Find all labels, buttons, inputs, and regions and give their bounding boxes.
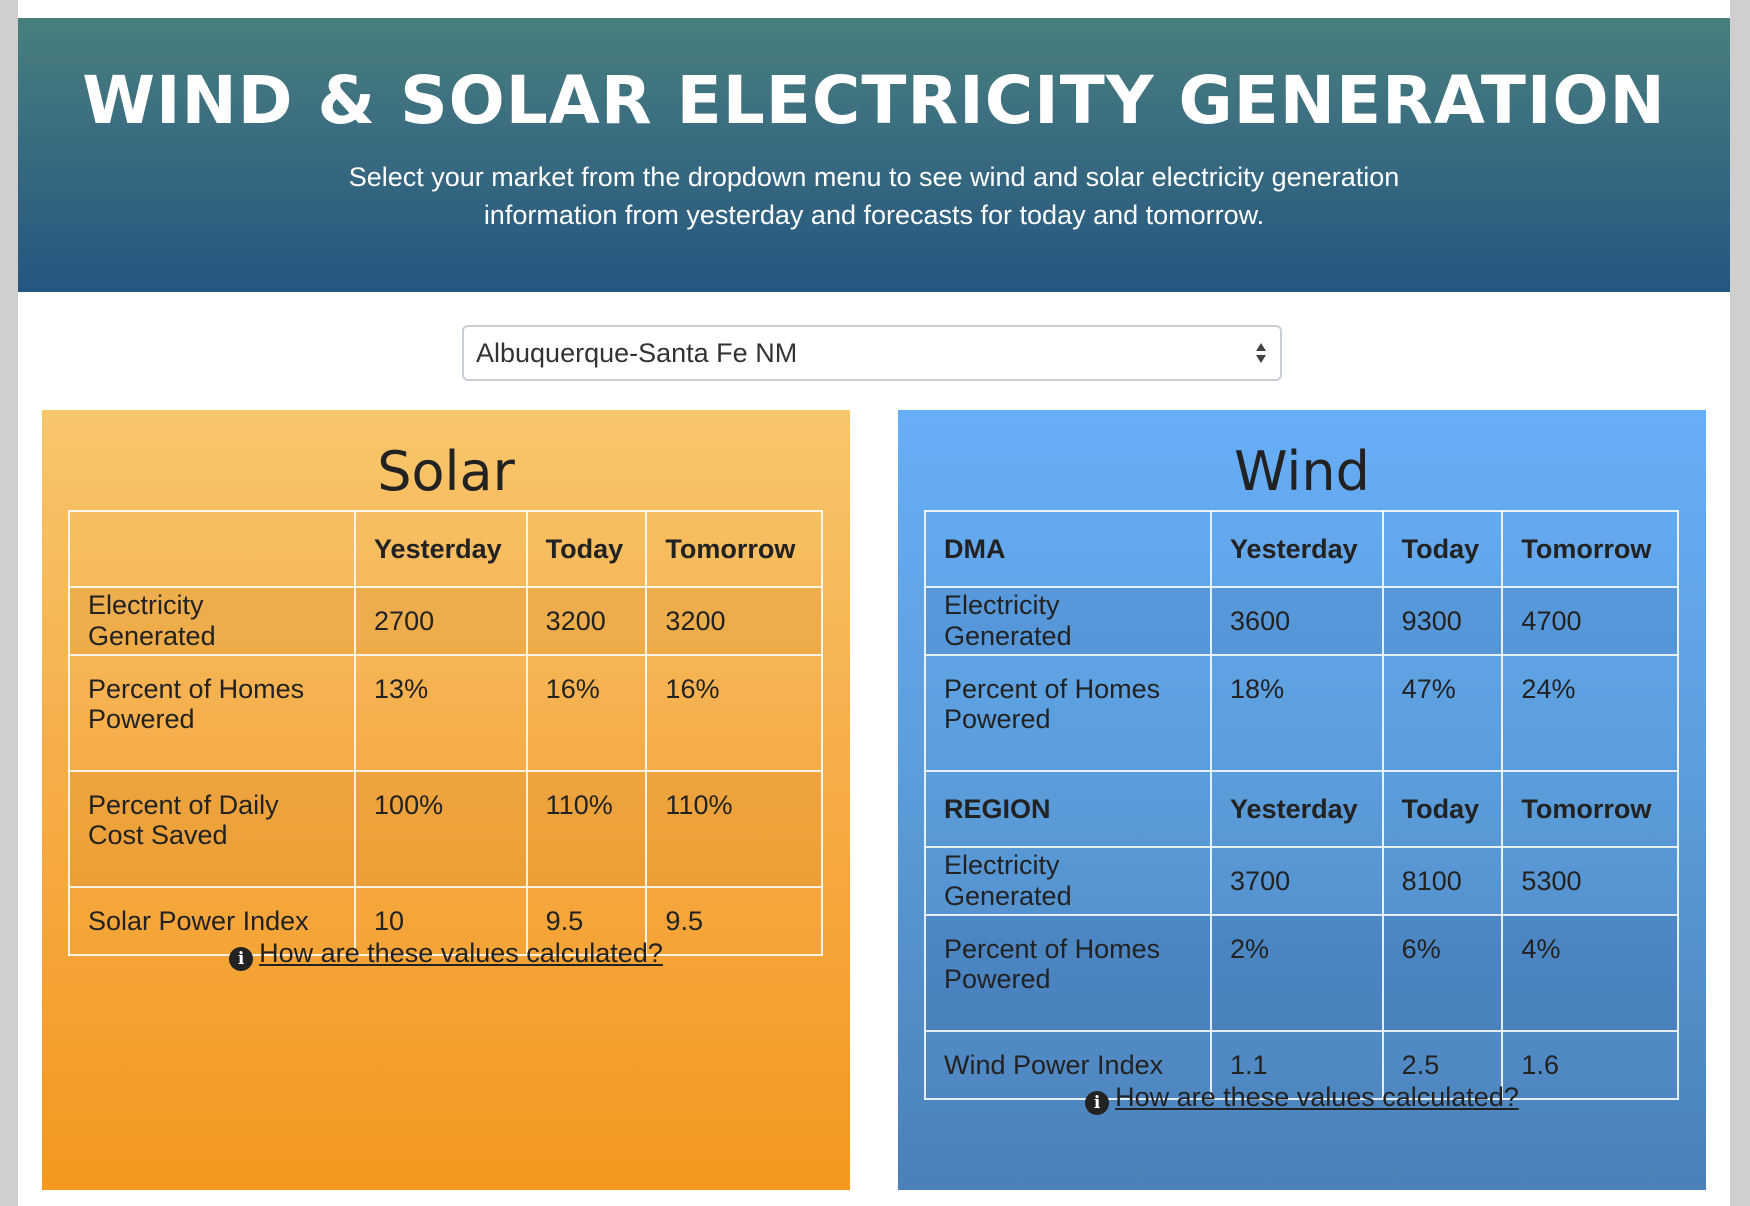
table-row: Percent of Homes Powered 13% 16% 16% <box>67 654 823 772</box>
wind-calc-link-text[interactable]: How are these values calculated? <box>1115 1082 1519 1112</box>
cell-yesterday: 1.1 <box>1210 1030 1384 1100</box>
cell-tomorrow: 110% <box>645 770 823 888</box>
cell-tomorrow: 4700 <box>1501 586 1679 656</box>
solar-table: Yesterday Today Tomorrow Electricity Gen… <box>67 510 823 956</box>
solar-title: Solar <box>377 440 515 503</box>
wind-panel: Wind DMA Yesterday Today Tomorrow Electr… <box>898 410 1706 1190</box>
cell-yesterday: 3700 <box>1210 846 1384 916</box>
cell-yesterday: 2700 <box>354 586 528 656</box>
cell-today: 47% <box>1381 654 1504 772</box>
row-label: Wind Power Index <box>923 1030 1213 1100</box>
cell-today: 110% <box>525 770 648 888</box>
solar-header-label <box>67 510 357 588</box>
dropdown-arrows-icon <box>1256 343 1266 363</box>
row-label: Solar Power Index <box>67 886 357 956</box>
row-label: Percent of Homes Powered <box>923 914 1213 1032</box>
cell-today: 3200 <box>525 586 648 656</box>
table-row: Solar Power Index 10 9.5 9.5 <box>67 886 823 956</box>
table-row: Percent of Homes Powered 18% 47% 24% <box>923 654 1679 772</box>
top-strip <box>18 0 1730 18</box>
cell-yesterday: 18% <box>1210 654 1384 772</box>
cell-today: 9300 <box>1381 586 1504 656</box>
cell-today: 9.5 <box>525 886 648 956</box>
hero-banner: WIND & SOLAR ELECTRICITY GENERATION Sele… <box>18 18 1730 292</box>
wind-title: Wind <box>1234 440 1370 503</box>
page: WIND & SOLAR ELECTRICITY GENERATION Sele… <box>18 0 1730 1206</box>
cell-today: 2.5 <box>1381 1030 1504 1100</box>
row-label: Percent of Homes Powered <box>923 654 1213 772</box>
page-title: WIND & SOLAR ELECTRICITY GENERATION <box>82 62 1666 139</box>
cell-yesterday: 3600 <box>1210 586 1384 656</box>
solar-calc-link[interactable]: i How are these values calculated? <box>42 938 850 971</box>
wind-header-yesterday: Yesterday <box>1210 510 1384 588</box>
table-row: Electricity Generated 3600 9300 4700 <box>923 586 1679 656</box>
solar-header-today: Today <box>525 510 648 588</box>
cell-tomorrow: 3200 <box>645 586 823 656</box>
wind-table: DMA Yesterday Today Tomorrow Electricity… <box>923 510 1679 1100</box>
cell-today: 6% <box>1381 914 1504 1032</box>
solar-calc-link-text[interactable]: How are these values calculated? <box>259 938 663 968</box>
cell-tomorrow: 16% <box>645 654 823 772</box>
subtitle-line-2: information from yesterday and forecasts… <box>483 200 1265 230</box>
table-row: Electricity Generated 3700 8100 5300 <box>923 846 1679 916</box>
solar-header-tomorrow: Tomorrow <box>645 510 823 588</box>
wind-dma-header-row: DMA Yesterday Today Tomorrow <box>923 510 1679 588</box>
table-row: Percent of Homes Powered 2% 6% 4% <box>923 914 1679 1032</box>
info-icon: i <box>1085 1091 1110 1115</box>
wind-region-header-row: REGION Yesterday Today Tomorrow <box>923 770 1679 848</box>
cell-today: 8100 <box>1381 846 1504 916</box>
wind-header-today: Today <box>1381 770 1504 848</box>
wind-header-today: Today <box>1381 510 1504 588</box>
row-label: Percent of Homes Powered <box>67 654 357 772</box>
table-row: Percent of Daily Cost Saved 100% 110% 11… <box>67 770 823 888</box>
cell-today: 16% <box>525 654 648 772</box>
row-label: Percent of Daily Cost Saved <box>67 770 357 888</box>
cell-tomorrow: 24% <box>1501 654 1679 772</box>
wind-header-tomorrow: Tomorrow <box>1501 770 1679 848</box>
wind-header-dma: DMA <box>923 510 1213 588</box>
wind-header-tomorrow: Tomorrow <box>1501 510 1679 588</box>
market-dropdown-value: Albuquerque-Santa Fe NM <box>476 338 798 368</box>
row-label: Electricity Generated <box>923 586 1213 656</box>
wind-header-region: REGION <box>923 770 1213 848</box>
cell-yesterday: 10 <box>354 886 528 956</box>
row-label: Electricity Generated <box>67 586 357 656</box>
cell-tomorrow: 4% <box>1501 914 1679 1032</box>
page-subtitle: Select your market from the dropdown men… <box>328 158 1420 234</box>
row-label: Electricity Generated <box>923 846 1213 916</box>
table-row: Electricity Generated 2700 3200 3200 <box>67 586 823 656</box>
wind-calc-link[interactable]: i How are these values calculated? <box>898 1082 1706 1115</box>
solar-panel: Solar Yesterday Today Tomorrow Electrici… <box>42 410 850 1190</box>
solar-header-yesterday: Yesterday <box>354 510 528 588</box>
market-dropdown[interactable]: Albuquerque-Santa Fe NM <box>462 325 1282 381</box>
subtitle-line-1: Select your market from the dropdown men… <box>348 162 1400 192</box>
info-icon: i <box>229 947 254 971</box>
cell-yesterday: 13% <box>354 654 528 772</box>
cell-tomorrow: 1.6 <box>1501 1030 1679 1100</box>
cell-yesterday: 100% <box>354 770 528 888</box>
cell-tomorrow: 9.5 <box>645 886 823 956</box>
solar-header-row: Yesterday Today Tomorrow <box>67 510 823 588</box>
cell-yesterday: 2% <box>1210 914 1384 1032</box>
cell-tomorrow: 5300 <box>1501 846 1679 916</box>
table-row: Wind Power Index 1.1 2.5 1.6 <box>923 1030 1679 1100</box>
wind-header-yesterday: Yesterday <box>1210 770 1384 848</box>
